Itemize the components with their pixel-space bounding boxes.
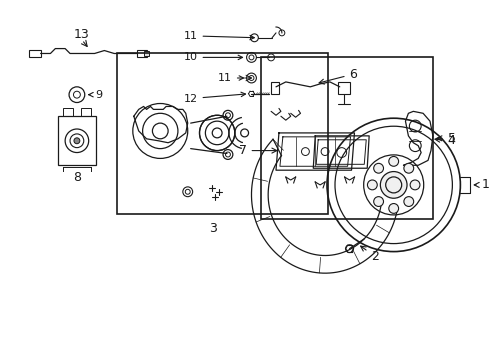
- Text: 10: 10: [184, 53, 243, 62]
- Circle shape: [368, 180, 377, 190]
- Text: 1: 1: [474, 179, 490, 192]
- Circle shape: [389, 203, 398, 213]
- Bar: [63, 108, 73, 116]
- Text: 2: 2: [361, 246, 379, 263]
- Circle shape: [74, 138, 80, 144]
- Circle shape: [374, 163, 384, 173]
- Bar: [29, 50, 41, 57]
- Text: 6: 6: [319, 68, 357, 84]
- Bar: [81, 108, 91, 116]
- Bar: [144, 50, 149, 57]
- Text: 13: 13: [74, 28, 90, 41]
- Circle shape: [389, 157, 398, 166]
- Circle shape: [380, 172, 407, 198]
- Bar: [117, 53, 328, 214]
- Text: 12: 12: [183, 92, 245, 104]
- Bar: [137, 50, 147, 57]
- Text: 8: 8: [73, 171, 81, 184]
- Circle shape: [404, 197, 414, 206]
- Text: 7: 7: [239, 144, 277, 157]
- Text: 11: 11: [218, 73, 244, 83]
- Circle shape: [410, 180, 420, 190]
- Text: 11: 11: [184, 31, 254, 41]
- Text: 9: 9: [89, 90, 103, 100]
- Text: 4: 4: [435, 134, 456, 147]
- Bar: [261, 57, 433, 219]
- Bar: [271, 82, 279, 94]
- Circle shape: [374, 197, 384, 206]
- Bar: [338, 82, 349, 94]
- Bar: [58, 116, 96, 165]
- Text: 5: 5: [437, 132, 456, 145]
- Circle shape: [404, 163, 414, 173]
- Text: 3: 3: [209, 221, 217, 235]
